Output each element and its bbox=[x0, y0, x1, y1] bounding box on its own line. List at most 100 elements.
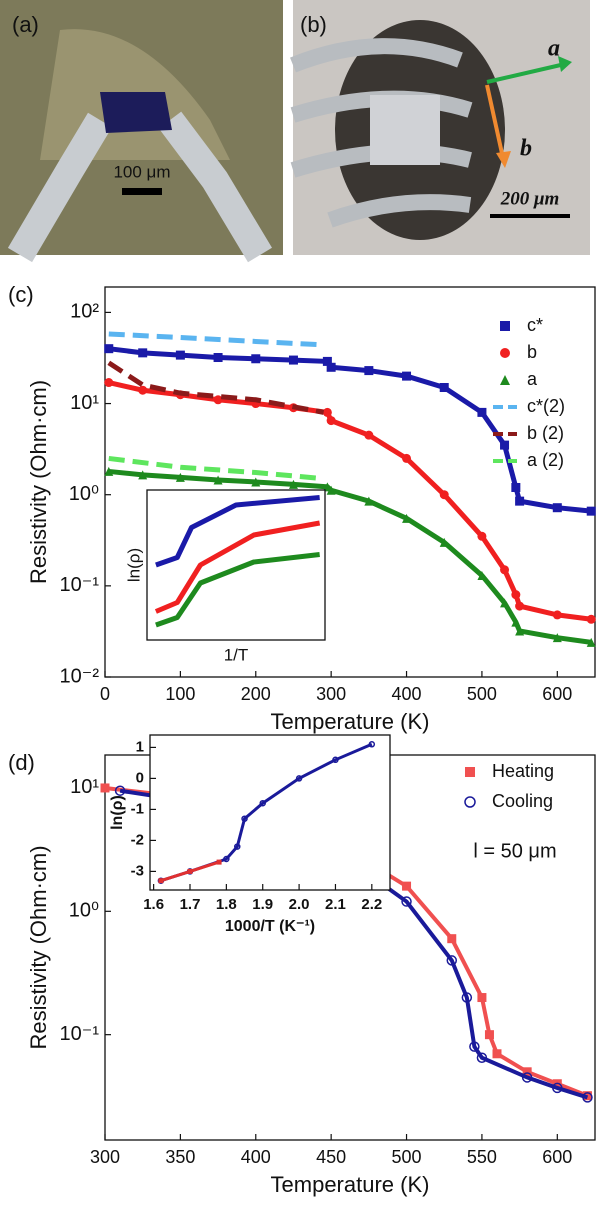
marker bbox=[521, 1072, 533, 1083]
marker bbox=[500, 598, 510, 608]
y-tick-label: 10¹ bbox=[70, 776, 99, 798]
marker bbox=[223, 855, 230, 863]
y-tick-label: 10⁻¹ bbox=[60, 574, 100, 596]
marker bbox=[500, 440, 510, 450]
marker bbox=[295, 775, 303, 782]
marker bbox=[213, 395, 223, 405]
marker bbox=[104, 378, 114, 388]
marker bbox=[402, 513, 412, 523]
marker bbox=[322, 356, 332, 366]
x-tick-label: 300 bbox=[316, 684, 346, 704]
wire bbox=[290, 38, 463, 73]
x-tick-label: 600 bbox=[542, 684, 572, 704]
y-axis-title: Resistivity (Ohm·cm) bbox=[26, 380, 51, 584]
legend-label: b (2) bbox=[527, 423, 564, 443]
marker bbox=[511, 590, 521, 600]
dashed-line bbox=[108, 331, 324, 348]
scale-bar bbox=[490, 214, 570, 218]
series-line bbox=[155, 495, 320, 568]
marker bbox=[213, 353, 223, 363]
x-tick-label: 500 bbox=[467, 684, 497, 704]
marker bbox=[104, 344, 114, 354]
y-axis-title: ln(ρ) bbox=[124, 548, 143, 582]
marker bbox=[326, 416, 336, 426]
marker bbox=[114, 785, 126, 796]
y-tick-label: 10⁰ bbox=[69, 900, 99, 922]
marker bbox=[511, 617, 521, 627]
legend-swatch bbox=[464, 796, 476, 808]
x-tick-label: 100 bbox=[165, 684, 195, 704]
legend-label: a bbox=[527, 369, 538, 389]
axis-label: b bbox=[520, 136, 532, 162]
marker bbox=[288, 479, 298, 489]
photo-a: 100 μm (a) bbox=[0, 0, 283, 263]
x-tick-label: 550 bbox=[467, 1147, 497, 1167]
arrow-head bbox=[496, 151, 511, 168]
marker bbox=[477, 531, 487, 541]
crystal bbox=[100, 92, 172, 133]
legend-label: Cooling bbox=[492, 791, 553, 811]
marker bbox=[401, 896, 412, 907]
x-tick-label: 1.9 bbox=[252, 896, 273, 913]
x-tick-label: 350 bbox=[165, 1147, 195, 1167]
inset-chart: 1.6 1.7 1.8 1.9 2.0 2.1 2.2 -3 -2 -1 0 1 1000/T (K⁻¹… bbox=[109, 734, 391, 935]
marker bbox=[515, 626, 525, 636]
x-tick-label: 300 bbox=[90, 1147, 120, 1167]
legend-swatch bbox=[500, 375, 510, 385]
marker bbox=[477, 993, 487, 1003]
crystal bbox=[370, 95, 440, 165]
y-axis-title: ln(ρ) bbox=[109, 795, 126, 830]
series-line bbox=[154, 520, 321, 614]
marker bbox=[259, 799, 266, 807]
axis-arrow bbox=[485, 84, 505, 159]
x-tick-label: 450 bbox=[316, 1147, 346, 1167]
marker bbox=[326, 362, 336, 372]
panel-label: (b) bbox=[300, 12, 327, 37]
marker bbox=[104, 466, 114, 476]
marker bbox=[158, 878, 164, 884]
panel-label: (c) bbox=[8, 282, 34, 307]
marker bbox=[586, 637, 596, 647]
marker bbox=[364, 496, 374, 506]
dashed-line bbox=[107, 360, 325, 415]
inset-chart: 1/T ln(ρ) bbox=[124, 489, 326, 664]
marker bbox=[175, 472, 185, 482]
x-tick-label: 400 bbox=[241, 1147, 271, 1167]
marker bbox=[511, 482, 521, 492]
series-line bbox=[155, 552, 320, 628]
marker bbox=[552, 503, 562, 513]
x-axis-title: 1/T bbox=[224, 645, 249, 664]
marker bbox=[476, 1052, 488, 1063]
marker bbox=[484, 1030, 494, 1040]
marker bbox=[138, 348, 148, 358]
legend-label: c*(2) bbox=[527, 396, 565, 416]
y-tick-label: 10⁰ bbox=[69, 483, 99, 505]
legend-label: b bbox=[527, 342, 537, 362]
marker bbox=[446, 955, 458, 966]
legend-label: Heating bbox=[492, 761, 554, 781]
marker bbox=[288, 355, 298, 365]
marker bbox=[439, 490, 449, 500]
y-tick-label: -2 bbox=[131, 831, 144, 848]
marker bbox=[477, 407, 487, 417]
axis-arrow bbox=[486, 62, 566, 84]
x-axis-title: Temperature (K) bbox=[271, 1172, 430, 1197]
y-tick-label: 10¹ bbox=[70, 392, 99, 414]
marker bbox=[477, 570, 487, 580]
y-axis-title: Resistivity (Ohm·cm) bbox=[26, 845, 51, 1049]
marker bbox=[234, 843, 241, 850]
x-tick-label: 0 bbox=[100, 684, 110, 704]
legend-swatch bbox=[500, 348, 510, 358]
marker bbox=[586, 614, 596, 624]
x-tick-label: 400 bbox=[392, 684, 422, 704]
panel-label: (a) bbox=[12, 12, 39, 37]
scale-bar-label: 200 μm bbox=[500, 188, 560, 209]
x-tick-label: 2.2 bbox=[361, 896, 382, 913]
marker bbox=[251, 354, 261, 364]
y-tick-label: 10² bbox=[70, 301, 99, 323]
marker bbox=[364, 366, 374, 376]
marker bbox=[216, 859, 222, 865]
photo-b: a b 200 μm (b) bbox=[290, 0, 590, 255]
x-tick-label: 200 bbox=[241, 684, 271, 704]
